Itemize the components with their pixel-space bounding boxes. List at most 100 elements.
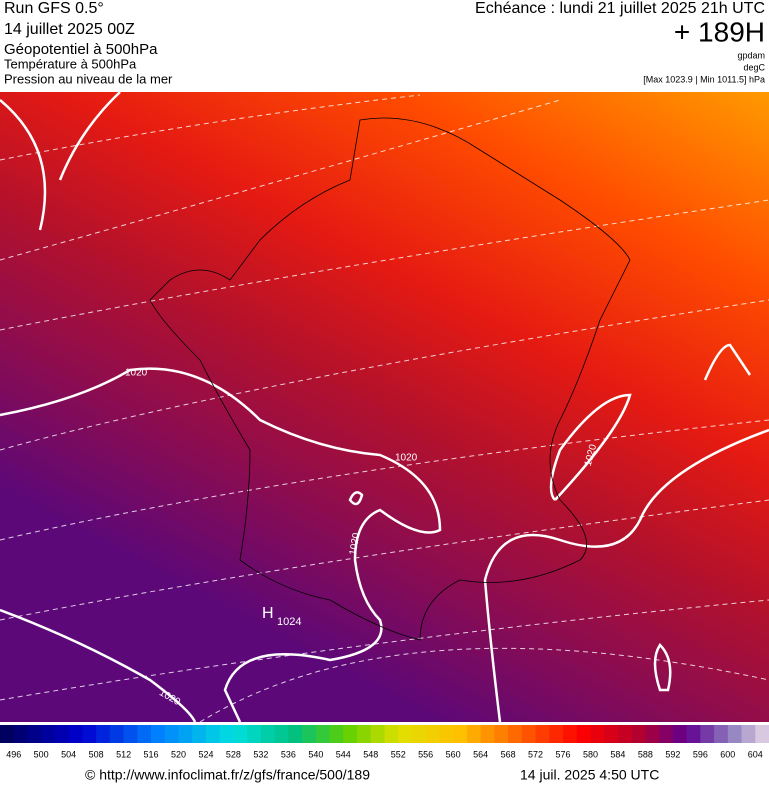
colorbar-tick-label: 500 (34, 749, 49, 759)
isobar-label: 1020 (125, 368, 148, 379)
high-symbol: H (262, 605, 274, 622)
colorbar-tick-label: 564 (473, 749, 488, 759)
colorbar-tick-label: 556 (418, 749, 433, 759)
colorbar-tick-label: 544 (336, 749, 351, 759)
colorbar-swatch (549, 725, 564, 743)
lead-time: + 189H (674, 16, 765, 47)
colorbar-swatch (453, 725, 468, 743)
colorbar-swatch (13, 725, 28, 743)
geopotential-lines (0, 94, 769, 723)
colorbar-swatch (384, 725, 399, 743)
colorbar-tick-label: 568 (501, 749, 516, 759)
colorbar-swatch (137, 725, 152, 743)
pressure-range: [Max 1023.9 | Min 1011.5] hPa (643, 74, 765, 84)
colorbar-swatch (96, 725, 111, 743)
colorbar-swatch (411, 725, 427, 743)
colorbar-tick-label: 532 (253, 749, 268, 759)
colorbar-swatch (0, 725, 15, 743)
isobar (0, 91, 752, 692)
colorbar-swatch (247, 725, 262, 743)
colorbar-swatch (563, 725, 578, 743)
colorbar-swatch (700, 725, 715, 743)
colorbar-swatch (617, 725, 633, 743)
colorbar-swatch (727, 725, 743, 743)
isobar (0, 608, 197, 723)
unit-temp: degC (743, 62, 765, 72)
map: 1020 1020 1020 1020 1020 H 1024 (0, 91, 769, 723)
colorbar-tick-label: 528 (226, 749, 241, 759)
colorbar-tick-label: 600 (720, 749, 735, 759)
pressure-label: Pression au niveau de la mer (4, 71, 173, 86)
colorbar-swatch (535, 725, 550, 743)
colorbar-swatch (480, 725, 495, 743)
isobar-label: 1020 (348, 532, 363, 556)
colorbar-swatch (123, 725, 138, 743)
colorbar-swatch (329, 725, 344, 743)
colorbar-tick-label: 548 (363, 749, 378, 759)
high-value: 1024 (277, 616, 301, 628)
colorbar-swatch (466, 725, 482, 743)
colorbar: 496 500 504 508 512 516 520 524 528 532 536 540 544 5… (0, 725, 769, 759)
isobar-label: 1020 (395, 453, 418, 464)
colorbar-swatch (68, 725, 83, 743)
colorbar-tick-label: 540 (308, 749, 323, 759)
colorbar-swatch (178, 725, 193, 743)
colorbar-tick-label: 536 (281, 749, 296, 759)
colorbar-swatch (315, 725, 331, 743)
colorbar-tick-label: 524 (198, 749, 213, 759)
colorbar-tick-label: 516 (144, 749, 159, 759)
isobar (0, 367, 442, 723)
colorbar-swatch (357, 725, 372, 743)
temp-label: Température à 500hPa (4, 56, 137, 71)
colorbar-swatch (631, 725, 646, 743)
colorbar-swatch (714, 725, 729, 743)
colorbar-swatch (27, 725, 42, 743)
run-date: 14 juillet 2025 00Z (4, 21, 135, 38)
colorbar-tick-label: 520 (171, 749, 186, 759)
colorbar-tick-label: 604 (748, 749, 763, 759)
colorbar-swatch (686, 725, 701, 743)
colorbar-tick-label: 572 (528, 749, 543, 759)
timestamp: 14 juil. 2025 4:50 UTC (520, 767, 659, 783)
colorbar-tick-label: 588 (638, 749, 653, 759)
colorbar-swatch (233, 725, 248, 743)
colorbar-tick-label: 584 (610, 749, 625, 759)
colorbar-tick-label: 592 (665, 749, 680, 759)
colorbar-swatch (302, 725, 317, 743)
colorbar-swatch (205, 725, 221, 743)
colorbar-swatch (604, 725, 619, 743)
colorbar-swatch (82, 725, 97, 743)
colorbar-swatch (672, 725, 688, 743)
colorbar-swatch (508, 725, 523, 743)
colorbar-swatch (54, 725, 70, 743)
map-background (0, 92, 769, 722)
colorbar-swatch (755, 725, 769, 743)
colorbar-swatch (260, 725, 276, 743)
colorbar-swatch (398, 725, 413, 743)
colorbar-tick-label: 504 (61, 749, 76, 759)
source: © http://www.infoclimat.fr/z/gfs/france/… (85, 767, 370, 783)
colorbar-tick-label: 496 (6, 749, 21, 759)
colorbar-tick-label: 552 (391, 749, 406, 759)
colorbar-tick-label: 508 (89, 749, 104, 759)
colorbar-swatch (164, 725, 180, 743)
colorbar-swatch (219, 725, 234, 743)
field-label: Géopotentiel à 500hPa (4, 41, 158, 58)
colorbar-tick-label: 560 (446, 749, 461, 759)
colorbar-swatch (192, 725, 207, 743)
colorbar-swatch (288, 725, 303, 743)
colorbar-swatch (343, 725, 358, 743)
isobar (483, 393, 769, 723)
country-outline (149, 117, 631, 641)
colorbar-tick-label: 596 (693, 749, 708, 759)
colorbar-swatch (576, 725, 591, 743)
colorbar-swatch (741, 725, 756, 743)
unit-geo: gpdam (737, 50, 765, 60)
colorbar-tick-label: 580 (583, 749, 598, 759)
colorbar-swatch (425, 725, 440, 743)
colorbar-swatch (274, 725, 289, 743)
colorbar-swatch (494, 725, 509, 743)
colorbar-swatch (370, 725, 385, 743)
colorbar-tick-label: 512 (116, 749, 131, 759)
